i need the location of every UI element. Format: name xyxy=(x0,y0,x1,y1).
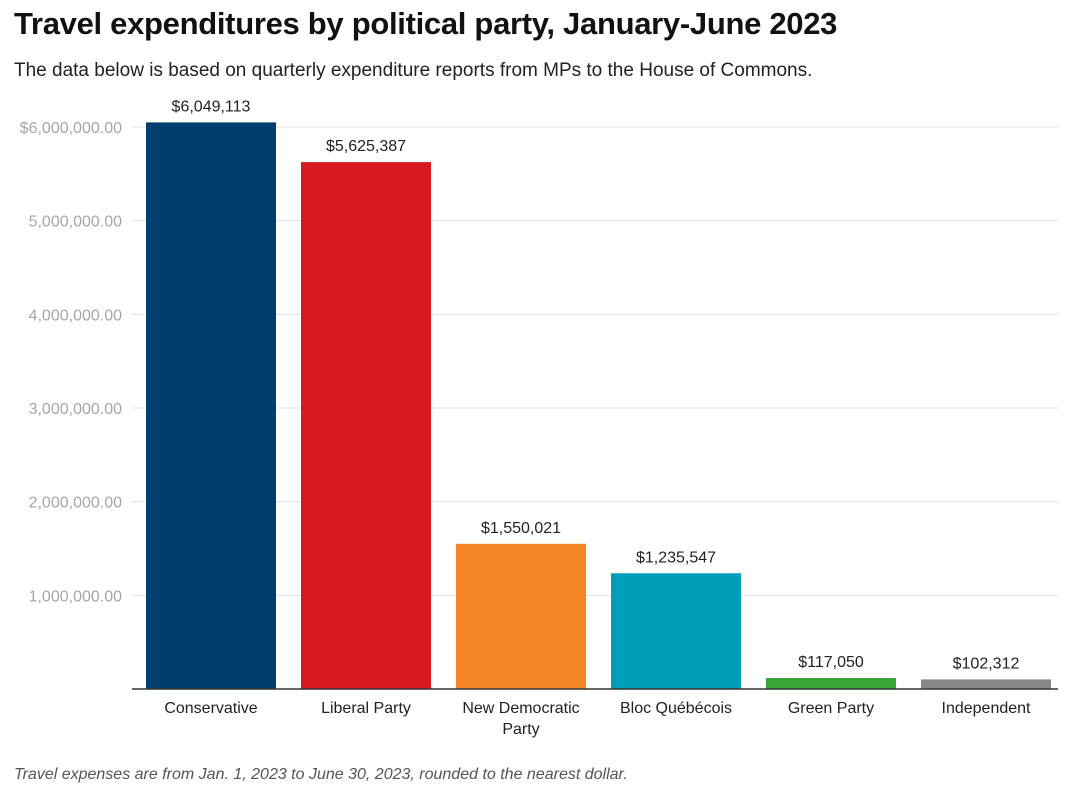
bar xyxy=(921,679,1051,689)
x-tick-label: New Democratic xyxy=(462,700,579,717)
data-label: $5,625,387 xyxy=(326,138,406,155)
x-tick-label: Conservative xyxy=(164,700,257,717)
y-tick-label: 5,000,000.00 xyxy=(29,214,123,231)
x-axis: Conservative Liberal Party New Democratic P… xyxy=(132,688,1058,738)
y-tick-label: 3,000,000.00 xyxy=(29,401,123,418)
y-tick-label: 4,000,000.00 xyxy=(29,307,123,324)
chart-footnote: Travel expenses are from Jan. 1, 2023 to… xyxy=(14,766,628,783)
chart-subtitle: The data below is based on quarterly exp… xyxy=(14,60,813,81)
bar xyxy=(611,573,741,689)
x-tick-label: Party xyxy=(502,721,539,738)
x-tick-label: Green Party xyxy=(788,700,874,717)
bar xyxy=(456,543,586,689)
x-tick-label: Bloc Québécois xyxy=(620,700,732,717)
gridlines xyxy=(132,126,1058,596)
data-label: $1,550,021 xyxy=(481,520,561,537)
chart-title: Travel expenditures by political party, … xyxy=(14,6,838,41)
data-label: $6,049,113 xyxy=(172,98,251,115)
bars xyxy=(146,122,1051,689)
x-tick-label: Liberal Party xyxy=(321,700,411,717)
data-label: $117,050 xyxy=(798,654,864,671)
x-tick-label: Independent xyxy=(942,700,1032,717)
data-labels: $6,049,113 $5,625,387 $1,550,021 $1,235,547… xyxy=(172,98,1020,672)
y-tick-label: 1,000,000.00 xyxy=(29,588,123,605)
data-label: $102,312 xyxy=(953,655,1020,672)
bar xyxy=(766,678,896,689)
y-axis: 1,000,000.00 2,000,000.00 3,000,000.00 4,00… xyxy=(20,120,122,605)
bar-chart: 1,000,000.00 2,000,000.00 3,000,000.00 4,00… xyxy=(20,98,1058,738)
y-tick-label: 2,000,000.00 xyxy=(29,495,123,512)
y-tick-label: $6,000,000.00 xyxy=(20,120,122,137)
bar xyxy=(301,162,431,689)
data-label: $1,235,547 xyxy=(636,549,716,566)
bar xyxy=(146,122,276,689)
